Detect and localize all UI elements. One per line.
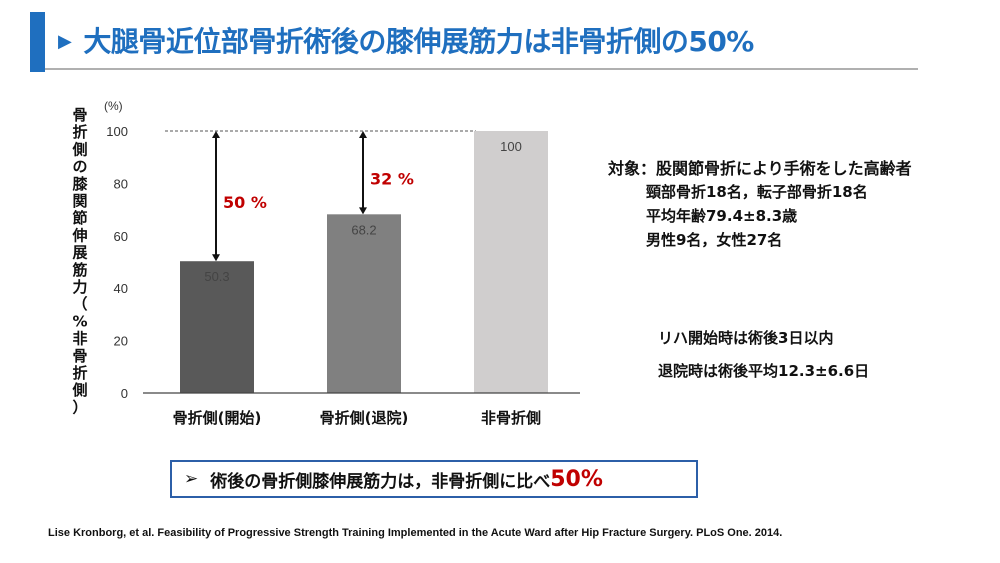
arrowhead-up-icon <box>212 131 220 138</box>
x-tick-label: 骨折側(退院) <box>320 409 409 427</box>
difference-label: 32 % <box>370 170 414 189</box>
title-accent-bar <box>30 12 45 72</box>
y-tick-label: 20 <box>114 334 128 349</box>
y-axis-label-char: ） <box>72 398 87 416</box>
bar-data-label: 100 <box>500 139 522 154</box>
y-axis-label-char: （ <box>72 295 87 313</box>
bar-data-label: 68.2 <box>351 222 376 237</box>
x-tick-label: 非骨折側 <box>481 409 541 427</box>
arrowhead-down-icon <box>212 254 220 262</box>
y-axis-label-char: 節 <box>72 209 87 227</box>
y-tick-label: 0 <box>121 386 128 401</box>
triangle-right-icon: ▶ <box>58 31 72 52</box>
rehab-start-text: リハ開始時は術後3日以内 <box>658 329 834 347</box>
y-axis-label-char: 伸 <box>71 226 87 244</box>
page-title: ▶ 大腿骨近位部骨折術後の膝伸展筋力は非骨折側の50% <box>58 20 754 60</box>
y-axis-label-char: 折 <box>72 123 87 141</box>
y-axis-label-char: 側 <box>71 381 87 399</box>
x-tick-label: 骨折側(開始) <box>173 409 262 427</box>
bar-data-label: 50.3 <box>204 269 229 284</box>
y-axis-label-char: 骨 <box>72 347 87 365</box>
y-axis-label-char: 展 <box>72 244 87 262</box>
y-axis-unit: (%) <box>104 99 123 113</box>
difference-label: 50 % <box>223 193 267 212</box>
bar <box>180 261 254 393</box>
y-axis-label-char: の <box>72 158 87 176</box>
arrowhead-bullet-icon: ➢ <box>184 469 199 489</box>
page-title-text: 大腿骨近位部骨折術後の膝伸展筋力は非骨折側の50% <box>83 25 754 58</box>
y-tick-label: 60 <box>114 229 128 244</box>
arrowhead-up-icon <box>359 131 367 138</box>
title-divider <box>45 68 918 70</box>
y-axis-label-char: 折 <box>72 364 87 382</box>
y-axis-label-char: 膝 <box>72 175 88 193</box>
y-tick-label: 80 <box>114 176 128 191</box>
summary-text: 術後の骨折側膝伸展筋力は，非骨折側に比べ <box>210 471 551 492</box>
citation: Lise Kronborg, et al. Feasibility of Pro… <box>48 527 783 539</box>
y-axis-label-char: % <box>72 312 87 330</box>
subjects-text: 対象：股関節骨折により手術をした高齢者 <box>608 159 912 178</box>
y-tick-label: 100 <box>106 124 128 139</box>
summary-highlight: 50% <box>550 466 603 492</box>
y-tick-label: 40 <box>114 281 128 296</box>
y-axis-label-char: 側 <box>71 140 87 158</box>
bar <box>474 131 548 393</box>
bar <box>327 214 401 393</box>
fracture-types-text: 頸部骨折18名，転子部骨折18名 <box>646 183 868 201</box>
y-axis-label-char: 関 <box>72 192 87 210</box>
mean-age-text: 平均年齢79.4±8.3歳 <box>646 207 798 225</box>
discharge-text: 退院時は術後平均12.3±6.6日 <box>658 362 870 380</box>
sex-text: 男性9名，女性27名 <box>646 231 783 249</box>
y-axis-label-char: 筋 <box>71 261 87 279</box>
y-axis-label-char: 力 <box>72 278 87 296</box>
summary-box: ➢ 術後の骨折側膝伸展筋力は，非骨折側に比べ 50% <box>170 460 698 498</box>
y-axis-label-char: 骨 <box>72 106 87 124</box>
y-axis-label-char: 非 <box>72 330 87 348</box>
arrowhead-down-icon <box>359 207 367 215</box>
